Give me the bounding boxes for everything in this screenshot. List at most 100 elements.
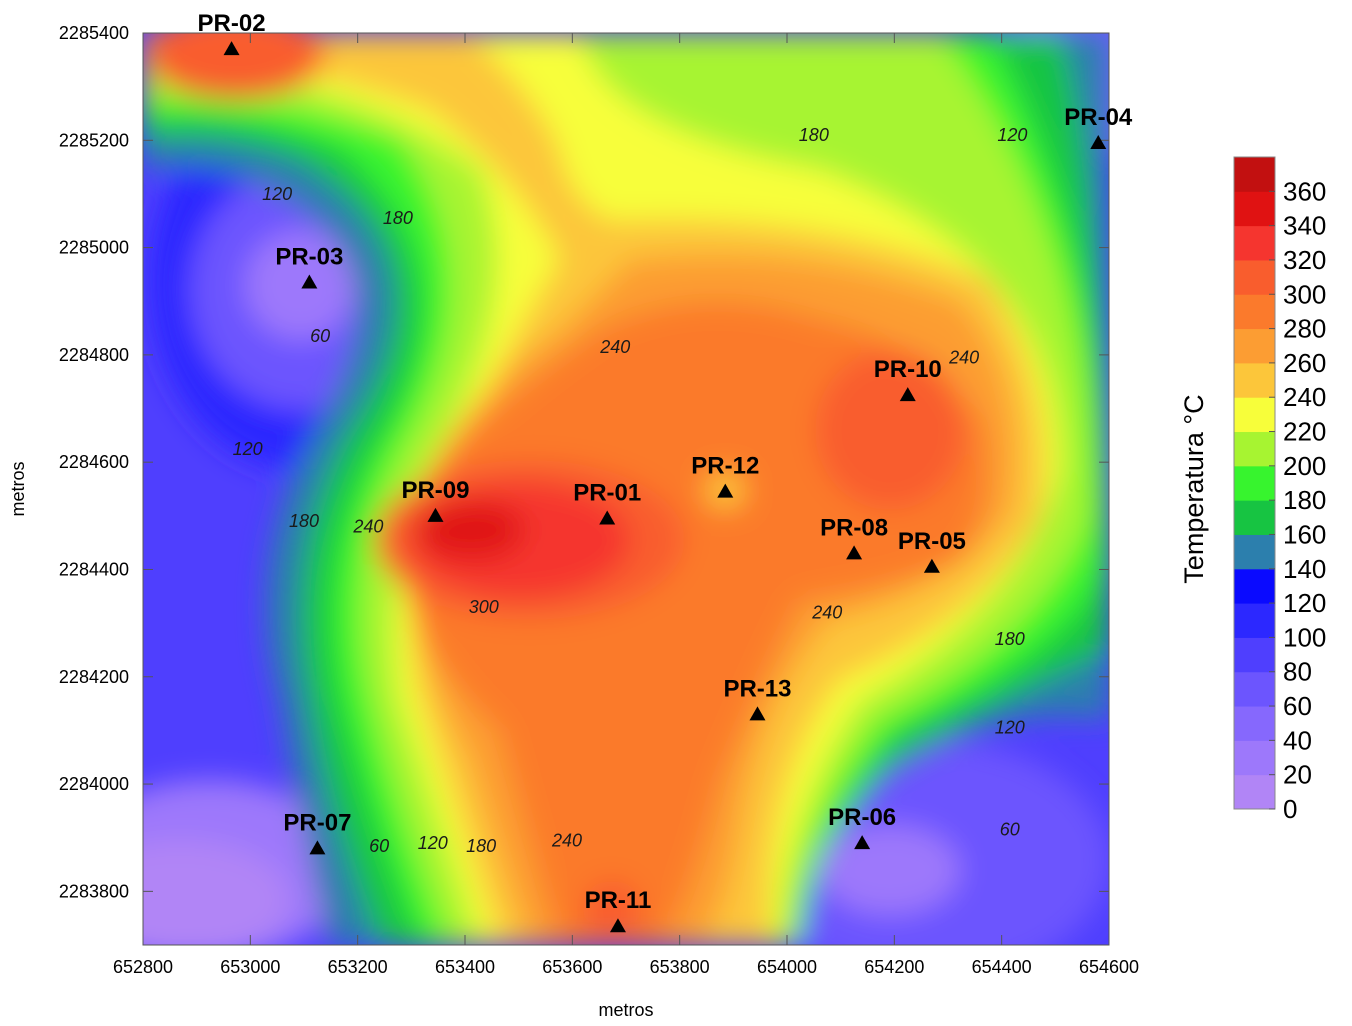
temperature-field	[143, 33, 1109, 945]
colorbar-label: Temperatura °C	[1179, 394, 1209, 583]
colorbar-segment	[1234, 362, 1275, 398]
colorbar-tick-label: 40	[1283, 725, 1312, 755]
colorbar-tick-label: 140	[1283, 554, 1326, 584]
x-tick-label: 654200	[864, 957, 924, 977]
well-marker	[923, 558, 940, 573]
well-marker	[846, 545, 863, 560]
x-axis-label: metros	[598, 1000, 653, 1020]
contour-label: 240	[811, 602, 842, 622]
well-label: PR-04	[1064, 104, 1133, 131]
well-label: PR-07	[283, 809, 351, 836]
x-tick-label: 654000	[757, 957, 817, 977]
well-marker	[223, 41, 240, 56]
colorbar-segment	[1234, 328, 1275, 364]
zone-40-se	[820, 825, 960, 915]
well-label: PR-10	[874, 356, 942, 383]
colorbar-tick-label: 0	[1283, 794, 1297, 824]
wells-layer: PR-02 PR-04 PR-03 PR-10 PR-12 PR-09 PR-01 PR-08…	[198, 10, 1133, 933]
colorbar-segment	[1234, 637, 1275, 673]
colorbar-segment	[1234, 191, 1275, 227]
zone-300-north	[145, 33, 325, 100]
plot-frame	[142, 32, 1110, 946]
colorbar-segment	[1234, 465, 1275, 501]
y-tick-label: 2284400	[59, 559, 129, 579]
colorbar-tick-label: 340	[1283, 211, 1326, 241]
well-label: PR-13	[723, 675, 791, 702]
well-marker	[427, 507, 444, 522]
colorbar-tick-label: 120	[1283, 588, 1326, 618]
contour-label: 240	[551, 830, 582, 850]
well-label: PR-05	[898, 528, 966, 555]
colorbar-segment	[1234, 294, 1275, 330]
well-marker	[854, 835, 871, 850]
contour-label: 180	[289, 511, 319, 531]
colorbar-segment	[1234, 740, 1275, 776]
zone-340-center	[415, 500, 525, 560]
colorbar-segment	[1234, 397, 1275, 433]
colorbar-tick-label: 320	[1283, 245, 1326, 275]
colorbar-frame	[1233, 156, 1276, 810]
well-label: PR-11	[585, 887, 652, 914]
colorbar-tick-label: 240	[1283, 382, 1326, 412]
zone-300-south	[582, 880, 642, 940]
x-tick-label: 654600	[1079, 957, 1139, 977]
contour-label: 240	[352, 517, 383, 537]
contour-label: 60	[310, 326, 330, 346]
well-label: PR-12	[691, 453, 759, 480]
colorbar-segment	[1234, 500, 1275, 535]
well-marker	[1090, 134, 1107, 149]
colorbar-tick-label: 260	[1283, 348, 1326, 378]
well-marker	[309, 840, 326, 855]
contour-label: 180	[995, 629, 1025, 649]
colorbar: 0 20 40 60 80 100 120 140 160 180 200 220 240 260 280 3…	[1233, 156, 1326, 824]
colorbar-segment	[1234, 534, 1275, 570]
colorbar-tick-label: 180	[1283, 485, 1326, 515]
y-axis: 2283800 2284000 2284200 2284400 2284600 22848…	[59, 23, 1109, 901]
contour-label: 60	[369, 836, 389, 856]
y-tick-label: 2284200	[59, 667, 129, 687]
x-axis: 652800 653000 653200 653400 653600 653800 6540…	[113, 33, 1139, 977]
x-tick-label: 652800	[113, 957, 173, 977]
contour-label: 240	[599, 337, 630, 357]
well-marker	[609, 918, 626, 933]
x-tick-label: 653800	[650, 957, 710, 977]
colorbar-segment	[1234, 157, 1275, 192]
colorbar-segment	[1234, 706, 1275, 741]
zone-300-ne	[815, 350, 965, 510]
well-label: PR-01	[573, 480, 641, 507]
zone-20-sw	[143, 840, 290, 945]
well-label: PR-08	[820, 514, 888, 541]
plot-area: 180 120 120 180 60 240 240 120 180 240 300 240 180 12…	[143, 33, 1109, 945]
well-marker	[717, 483, 734, 498]
colorbar-tick-label: 60	[1283, 691, 1312, 721]
colorbar-tick-label: 200	[1283, 451, 1326, 481]
colorbar-tick-label: 280	[1283, 314, 1326, 344]
x-tick-label: 653000	[220, 957, 280, 977]
colorbar-tick-label: 80	[1283, 657, 1312, 687]
colorbar-segment	[1234, 774, 1275, 810]
contour-label: 240	[948, 348, 979, 368]
well-marker	[599, 510, 616, 525]
x-tick-label: 654400	[972, 957, 1032, 977]
contour-label: 120	[995, 718, 1025, 738]
contour-label: 180	[799, 125, 829, 145]
colorbar-tick-label: 100	[1283, 622, 1326, 652]
well-label: PR-09	[401, 477, 469, 504]
colorbar-tick-label: 360	[1283, 176, 1326, 206]
y-tick-label: 2284000	[59, 774, 129, 794]
contour-label: 120	[262, 184, 292, 204]
colorbar-segment	[1234, 568, 1275, 604]
colorbar-segment	[1234, 671, 1275, 707]
y-tick-label: 2285200	[59, 130, 129, 150]
well-label: PR-02	[198, 10, 266, 37]
well-label: PR-03	[275, 243, 343, 270]
contour-labels: 180 120 120 180 60 240 240 120 180 240 300 240 180 12…	[233, 125, 1028, 856]
contour-label: 120	[233, 439, 263, 459]
colorbar-segment	[1234, 225, 1275, 261]
contour-label: 180	[383, 208, 413, 228]
contour-label: 120	[418, 833, 448, 853]
y-tick-label: 2284800	[59, 345, 129, 365]
well-marker	[899, 387, 916, 402]
